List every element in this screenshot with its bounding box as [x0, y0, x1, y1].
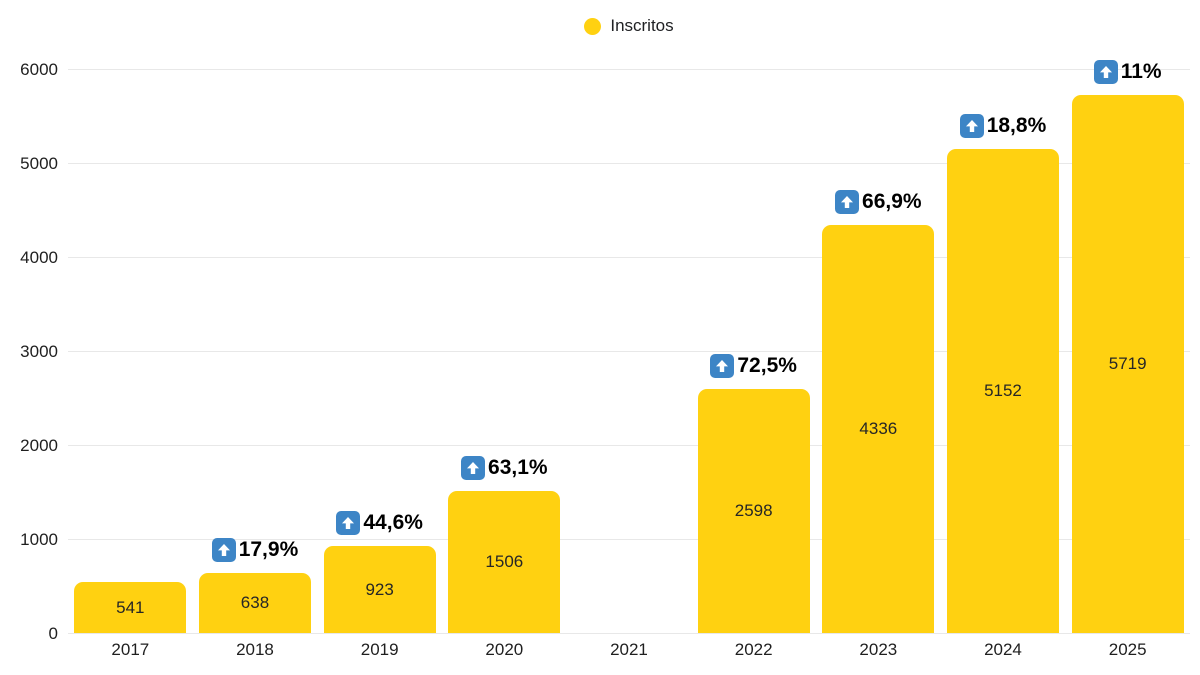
up-arrow-icon — [336, 511, 361, 536]
growth-percent-text: 63,1% — [488, 456, 548, 480]
growth-percent-text: 18,8% — [986, 113, 1047, 137]
gridline — [68, 444, 1190, 446]
gridline — [68, 162, 1190, 164]
gridline — [68, 68, 1190, 70]
up-arrow-icon — [710, 353, 735, 378]
bar[interactable] — [74, 582, 187, 633]
y-axis-tick: 2000 — [20, 436, 58, 455]
bar[interactable] — [822, 225, 935, 633]
growth-percent-text: 11% — [1120, 60, 1162, 84]
growth-label: 17,9% — [193, 538, 318, 563]
bar[interactable] — [323, 546, 436, 633]
growth-percent-text: 44,6% — [363, 511, 423, 535]
growth-label: 11% — [1065, 60, 1190, 85]
up-arrow-icon — [461, 456, 486, 481]
bar-value-label: 1506 — [485, 552, 524, 572]
up-arrow-icon — [1093, 60, 1118, 85]
growth-percent-text: 66,9% — [862, 190, 922, 214]
x-axis-label: 2023 — [859, 640, 898, 659]
up-arrow-icon — [211, 538, 236, 563]
bar-value-label: 638 — [240, 593, 270, 612]
x-axis-label: 2020 — [485, 640, 524, 659]
growth-percent-text: 17,9% — [238, 538, 299, 562]
bar-value-label: 923 — [365, 579, 394, 599]
x-axis-label: 2017 — [111, 640, 150, 659]
bar[interactable] — [199, 573, 311, 633]
x-axis-label: 2018 — [236, 640, 274, 659]
growth-label: 44,6% — [317, 511, 442, 536]
y-axis-tick: 4000 — [20, 248, 58, 267]
x-axis-label: 2024 — [984, 640, 1022, 659]
y-axis-tick: 5000 — [20, 154, 58, 173]
y-axis-tick: 6000 — [20, 60, 58, 79]
bar[interactable] — [448, 491, 561, 633]
growth-label: 72,5% — [691, 353, 816, 378]
x-axis-label: 2019 — [360, 640, 399, 659]
bar-value-label: 5719 — [1108, 354, 1147, 374]
y-axis-tick: 1000 — [20, 530, 58, 549]
bar-value-label: 2598 — [734, 500, 773, 520]
growth-label: 18,8% — [941, 113, 1066, 138]
bar[interactable] — [947, 148, 1059, 633]
gridline — [68, 350, 1190, 352]
growth-label: 66,9% — [816, 190, 941, 215]
y-axis-tick: 0 — [48, 624, 58, 643]
bar[interactable] — [697, 388, 810, 633]
growth-percent-text: 72,5% — [737, 353, 797, 377]
legend-item-inscritos[interactable]: Inscritos — [584, 16, 674, 36]
gridline — [68, 632, 1190, 634]
bar-value-label: 5152 — [984, 380, 1022, 400]
up-arrow-icon — [959, 113, 984, 138]
x-axis-label: 2025 — [1108, 640, 1147, 659]
x-axis-label: 2022 — [734, 640, 773, 659]
legend-label: Inscritos — [610, 16, 674, 35]
gridline — [68, 256, 1190, 258]
gridline — [68, 538, 1190, 540]
circle-icon — [584, 17, 602, 35]
growth-label: 63,1% — [442, 456, 567, 481]
bar-value-label: 541 — [116, 597, 145, 617]
y-axis-tick: 3000 — [20, 342, 58, 361]
legend: Inscritos — [68, 16, 1190, 36]
x-axis-label: 2021 — [610, 640, 648, 659]
bar-value-label: 4336 — [859, 419, 898, 439]
bar[interactable] — [1071, 95, 1184, 633]
up-arrow-icon — [835, 190, 860, 215]
